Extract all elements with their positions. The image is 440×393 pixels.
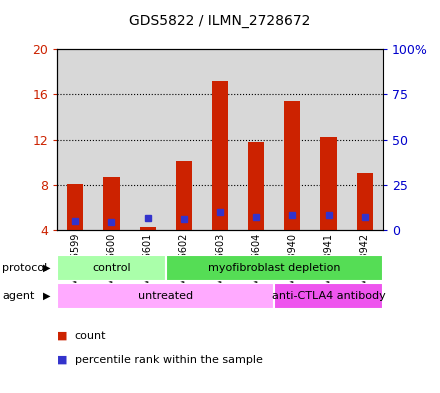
Bar bbox=[248, 142, 264, 230]
Bar bbox=[176, 161, 192, 230]
Text: control: control bbox=[92, 263, 131, 273]
Text: ▶: ▶ bbox=[43, 263, 51, 273]
Bar bbox=[57, 283, 274, 309]
Text: protocol: protocol bbox=[2, 263, 48, 273]
Bar bbox=[347, 49, 383, 230]
Text: ▶: ▶ bbox=[43, 291, 51, 301]
Bar bbox=[238, 49, 274, 230]
Bar bbox=[93, 49, 129, 230]
Bar bbox=[284, 101, 301, 230]
Bar bbox=[166, 49, 202, 230]
Text: agent: agent bbox=[2, 291, 35, 301]
Bar bbox=[320, 137, 337, 230]
Bar bbox=[212, 81, 228, 230]
Bar bbox=[356, 173, 373, 230]
Text: myofibroblast depletion: myofibroblast depletion bbox=[208, 263, 341, 273]
Bar bbox=[103, 177, 120, 230]
Bar bbox=[166, 255, 383, 281]
Bar bbox=[202, 49, 238, 230]
Text: anti-CTLA4 antibody: anti-CTLA4 antibody bbox=[271, 291, 385, 301]
Bar bbox=[67, 184, 84, 230]
Text: untreated: untreated bbox=[138, 291, 193, 301]
Bar bbox=[129, 49, 166, 230]
Text: ■: ■ bbox=[57, 331, 68, 341]
Bar bbox=[274, 49, 311, 230]
Bar bbox=[139, 226, 156, 230]
Text: GDS5822 / ILMN_2728672: GDS5822 / ILMN_2728672 bbox=[129, 14, 311, 28]
Bar bbox=[274, 283, 383, 309]
Bar bbox=[311, 49, 347, 230]
Bar bbox=[57, 49, 93, 230]
Text: ■: ■ bbox=[57, 354, 68, 365]
Text: percentile rank within the sample: percentile rank within the sample bbox=[75, 354, 263, 365]
Text: count: count bbox=[75, 331, 106, 341]
Bar bbox=[57, 255, 166, 281]
